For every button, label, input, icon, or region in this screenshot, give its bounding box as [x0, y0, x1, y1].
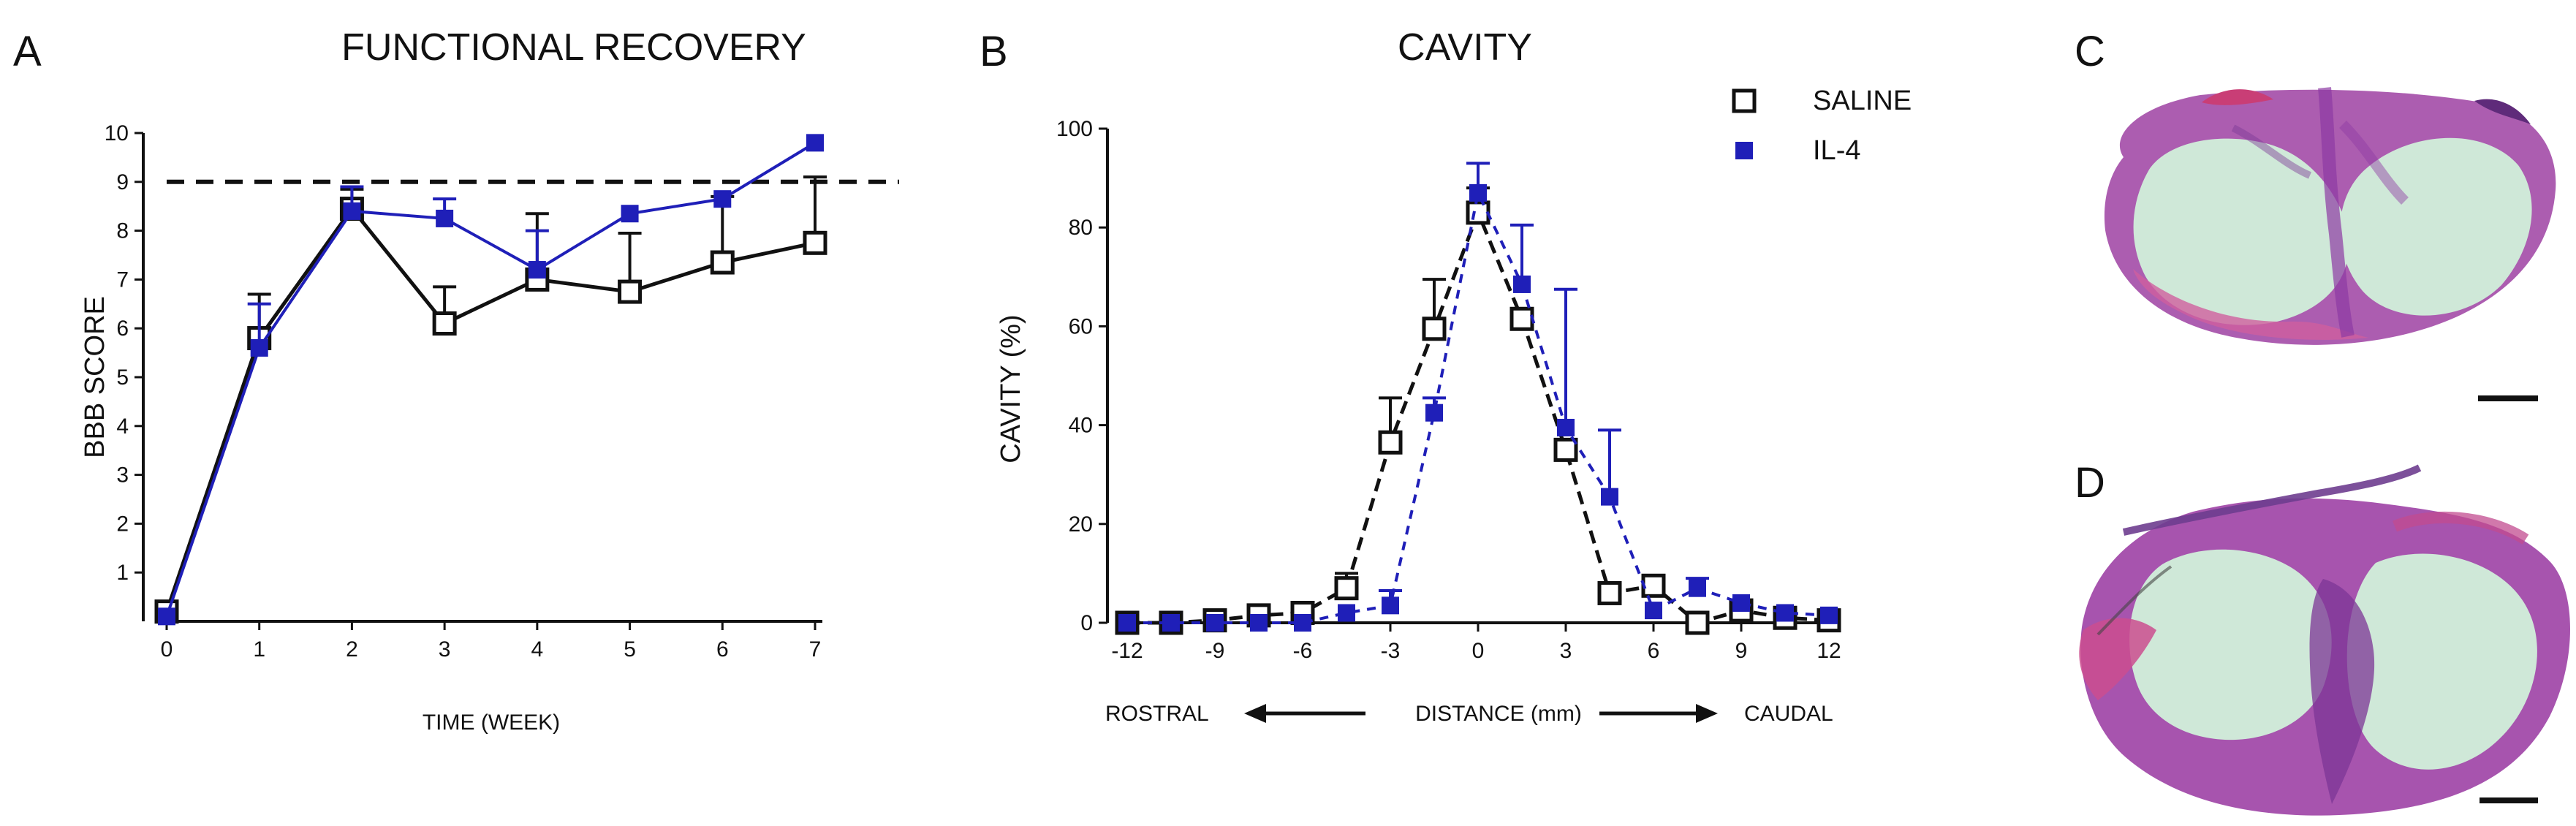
chart-a-series-0-point	[618, 279, 643, 304]
chart-b-y-tick-label: 40	[1069, 414, 1093, 438]
chart-b-x-tick-label: 6	[1648, 639, 1660, 663]
chart-b-series-1-point	[1469, 183, 1487, 202]
chart-b-series-0-point	[1553, 437, 1578, 462]
chart-a-x-tick-label: 5	[624, 637, 636, 662]
chart-b-series-1-point	[1162, 614, 1180, 632]
legend-saline-marker	[1732, 88, 1757, 113]
chart-a-x-tick-label: 6	[716, 637, 729, 662]
chart-a-y-tick-label: 7	[116, 268, 129, 292]
chart-b-y-tick-label: 20	[1069, 512, 1093, 537]
chart-a-x-tick-label: 7	[809, 637, 822, 662]
chart-a-series-0-line	[164, 205, 816, 613]
chart-b-series-1-point	[1732, 594, 1750, 612]
chart-b-series-1-point	[1513, 275, 1531, 293]
chart-a-series-1-point	[713, 190, 732, 208]
panel-label-a: A	[13, 28, 42, 75]
chart-b-x-axis-label: DISTANCE (mm)	[1415, 702, 1582, 726]
chart-a-y-tick-label: 2	[116, 512, 129, 536]
chart-b-series-1-point	[1425, 403, 1443, 422]
chart-b-series-0-point	[1685, 610, 1710, 635]
chart-b-y-tick-label: 60	[1069, 314, 1093, 338]
chart-b-series-1-point	[1206, 614, 1224, 632]
chart-b-y-tick-label: 80	[1069, 216, 1093, 240]
chart-b-series-1-point	[1250, 614, 1268, 632]
chart-cavity: CAVITY CAVITY (%) DISTANCE (mm) ROSTRAL …	[996, 26, 1912, 726]
chart-b-direction-left: ROSTRAL	[1105, 702, 1209, 726]
chart-b-series-1-point	[1776, 604, 1794, 622]
chart-b-series-1-point	[1294, 614, 1311, 632]
chart-a-series-1-point	[343, 202, 361, 220]
chart-b-series-0-point	[1509, 306, 1534, 331]
chart-b-series-1-point	[1645, 602, 1662, 620]
chart-a-series-0-point	[803, 230, 827, 255]
chart-b-y-tick-label: 100	[1056, 117, 1093, 141]
chart-b-series-0-point	[1422, 317, 1447, 341]
legend-saline-label: SALINE	[1813, 86, 1912, 116]
chart-b-series-0-point	[1466, 200, 1490, 225]
chart-a-series-1-point	[621, 205, 639, 223]
chart-a-x-tick-label: 2	[346, 637, 358, 662]
chart-a-x-tick-label: 0	[161, 637, 173, 662]
chart-a-x-tick-label: 3	[439, 637, 451, 662]
chart-b-series-0-point	[1334, 576, 1359, 601]
chart-a-series-1-point	[158, 607, 175, 626]
chart-a-title: FUNCTIONAL RECOVERY	[341, 26, 806, 69]
chart-b-series-1-point	[1338, 604, 1355, 622]
chart-b-series-1-line	[1127, 188, 1830, 624]
chart-a-y-tick-label: 6	[116, 317, 129, 341]
chart-b-x-tick-label: 0	[1472, 639, 1485, 663]
chart-b-y-axis-label: CAVITY (%)	[996, 314, 1026, 463]
chart-functional-recovery: FUNCTIONAL RECOVERY BBB SCORE TIME (WEEK…	[80, 26, 899, 735]
chart-b-x-tick-label: -3	[1381, 639, 1401, 663]
chart-a-series-1-point	[250, 338, 268, 357]
chart-b-series-1-point	[1601, 488, 1618, 506]
chart-b-series-0-point	[1378, 430, 1403, 455]
legend-il4-marker	[1735, 142, 1753, 159]
histology-section-d	[2079, 464, 2571, 816]
chart-a-y-tick-label: 9	[116, 170, 129, 194]
direction-arrow-right	[1599, 704, 1718, 723]
chart-b-x-tick-label: -6	[1293, 639, 1313, 663]
chart-b-x-tick-label: 3	[1560, 639, 1572, 663]
chart-b-series-1-point	[1820, 606, 1838, 624]
histology-section-c	[2104, 87, 2556, 401]
chart-a-x-tick-label: 1	[253, 637, 265, 662]
chart-b-series-0-line	[1127, 208, 1830, 625]
chart-a-series-1-point	[436, 209, 454, 227]
chart-b-title: CAVITY	[1398, 26, 1532, 69]
chart-b-series-0-point	[1597, 580, 1622, 605]
panel-label-b: B	[980, 28, 1008, 75]
chart-b-y-tick-label: 0	[1080, 611, 1093, 635]
chart-a-series-1-point	[806, 134, 824, 152]
chart-a-y-tick-label: 10	[105, 121, 129, 145]
chart-b-series-1-point	[1382, 596, 1399, 615]
legend-il4-label: IL-4	[1813, 135, 1860, 166]
chart-a-y-tick-label: 5	[116, 365, 129, 390]
chart-a-series-1-point	[528, 261, 546, 279]
chart-b-series-1-point	[1118, 614, 1136, 632]
chart-b-direction-right: CAUDAL	[1744, 702, 1833, 726]
chart-b-series-1-point	[1689, 579, 1706, 597]
chart-b-series-0-point	[1641, 573, 1666, 598]
legend: SALINE IL-4	[1732, 86, 1912, 166]
chart-a-y-tick-label: 4	[116, 414, 129, 439]
chart-a-y-tick-label: 3	[116, 463, 129, 488]
direction-arrow-left	[1244, 704, 1365, 723]
panel-label-c: C	[2075, 28, 2105, 75]
chart-b-series-1-point	[1557, 418, 1575, 436]
chart-a-series-0-point	[710, 250, 735, 275]
chart-a-y-axis-label: BBB SCORE	[80, 296, 110, 458]
chart-a-x-axis-label: TIME (WEEK)	[423, 711, 560, 735]
chart-b-x-tick-label: -12	[1111, 639, 1143, 663]
chart-a-y-tick-label: 1	[116, 561, 129, 585]
chart-b-x-tick-label: 12	[1817, 639, 1841, 663]
panel-label-d: D	[2075, 459, 2105, 507]
chart-b-x-tick-label: -9	[1205, 639, 1225, 663]
chart-a-y-tick-label: 8	[116, 219, 129, 243]
chart-a-x-tick-label: 4	[531, 637, 544, 662]
chart-a-series-1-line	[165, 141, 817, 617]
chart-a-series-0-point	[432, 311, 457, 336]
chart-b-x-tick-label: 9	[1735, 639, 1748, 663]
